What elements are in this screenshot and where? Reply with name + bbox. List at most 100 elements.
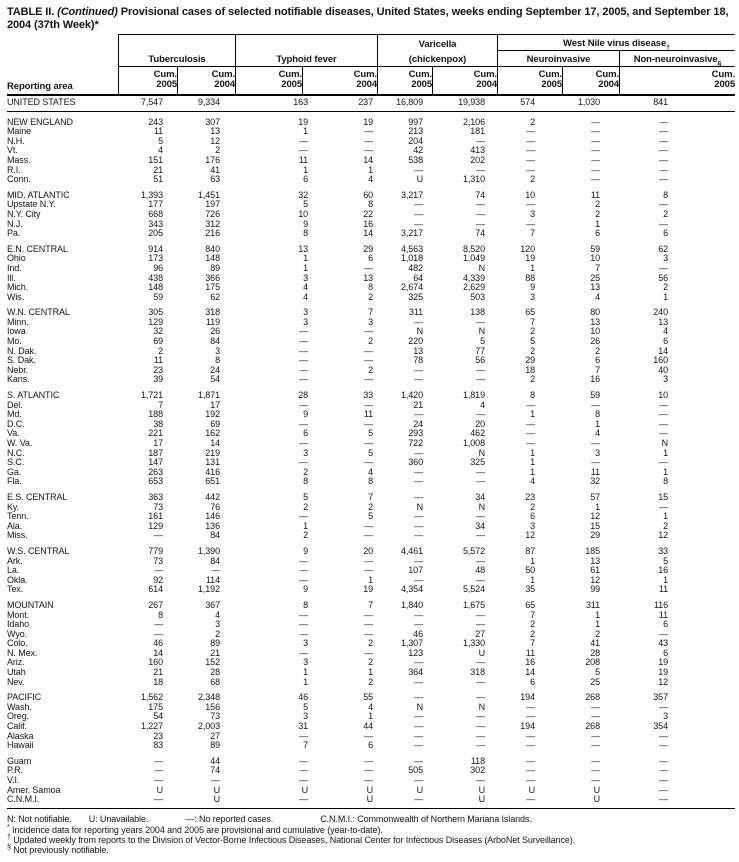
table-row: Maine 11 13 1 — 213 181 — — — xyxy=(7,126,735,137)
value-cell-tb_2004: 21 xyxy=(210,647,220,658)
table-section: UNITED STATES 7,547 9,334 163 237 16,809 19,93… xyxy=(7,97,735,112)
value-cell-wnv_neuro_2005: 7 xyxy=(530,228,535,239)
value-cell-wnv_neuro_2004: — xyxy=(591,755,600,766)
value-cell-typhoid_2004: 8 xyxy=(368,199,373,210)
value-cell-wnv_neuro_2005: 120 xyxy=(520,243,535,254)
value-cell-typhoid_2005: 46 xyxy=(298,692,308,703)
value-cell-tb_2004: U xyxy=(213,784,221,795)
value-cell-tb_2005: 243 xyxy=(148,116,163,127)
value-cell-varicella_2004: 20 xyxy=(475,418,485,429)
table-section: Guam —44— — —118— — — P.R. —74— —505 302— — — V.I. — —… xyxy=(7,755,735,805)
value-cell-typhoid_2004: 19 xyxy=(363,584,373,595)
value-cell-varicella_2005: 2,674 xyxy=(400,282,423,293)
value-cell-wnv_neuro_2005: 4 xyxy=(530,476,535,487)
row-spacer xyxy=(668,477,735,487)
value-cell-varicella_2004: N xyxy=(478,701,486,712)
value-cell-wnv_neuro_2004: 12 xyxy=(590,574,600,585)
value-cell-tb_2005: 653 xyxy=(148,476,163,487)
value-cell-wnv_neuro_2004: 59 xyxy=(590,390,600,401)
value-cell-wnv_neuro_2005: 50 xyxy=(525,565,535,576)
value-cell-typhoid_2005: 1 xyxy=(303,667,308,678)
value-cell-tb_2004: 89 xyxy=(210,740,220,751)
reporting-area-cell: Conn. xyxy=(7,174,31,185)
value-cell-typhoid_2004: — xyxy=(364,457,373,468)
row-spacer xyxy=(668,347,735,357)
value-cell-tb_2005: 129 xyxy=(148,316,163,327)
header-group-varicella-line1: Varicella xyxy=(377,34,497,51)
value-cell-varicella_2005: 293 xyxy=(408,428,423,439)
value-cell-varicella_2005: — xyxy=(414,711,423,722)
row-spacer xyxy=(668,293,735,303)
footnote-marker: * xyxy=(7,823,10,831)
value-cell-wnv_neuro_2004: 59 xyxy=(590,243,600,254)
value-cell-tb_2005: 4 xyxy=(158,145,163,156)
value-cell-varicella_2004: 1,049 xyxy=(462,253,485,264)
value-cell-tb_2005: 161 xyxy=(148,511,163,522)
value-cell-typhoid_2004: 19 xyxy=(363,116,373,127)
value-cell-wnv_neuro_2005: 2 xyxy=(530,619,535,630)
row-spacer xyxy=(668,668,735,678)
value-cell-varicella_2004: 48 xyxy=(475,565,485,576)
header-group-varicella-line2: (chickenpox) xyxy=(377,51,497,67)
value-cell-varicella_2005: — xyxy=(414,491,423,502)
year-label: 2004 xyxy=(214,78,235,90)
reporting-area-cell: Alaska xyxy=(7,730,34,741)
value-cell-varicella_2005: — xyxy=(414,609,423,620)
value-cell-wnv_nonneuro_2005: — xyxy=(659,428,668,439)
row-spacer xyxy=(668,229,735,239)
table-row: Oreg. 54 73 3 1 — — — — 3 xyxy=(7,712,735,722)
reporting-area-cell: N. Mex. xyxy=(7,647,38,658)
value-cell-typhoid_2004: 1 xyxy=(368,574,373,585)
row-spacer xyxy=(668,503,735,513)
row-spacer xyxy=(668,439,735,449)
table-title-continued: (Continued) xyxy=(57,6,118,18)
value-cell-wnv_nonneuro_2005: 1 xyxy=(663,291,668,302)
value-cell-tb_2005: 46 xyxy=(153,638,163,649)
value-cell-wnv_nonneuro_2005: — xyxy=(659,418,668,429)
value-cell-wnv_neuro_2005: 9 xyxy=(530,282,535,293)
value-cell-wnv_nonneuro_2005: 6 xyxy=(663,336,668,347)
value-cell-typhoid_2005: 163 xyxy=(293,97,308,107)
footnote: § Not previously notifiable. xyxy=(7,843,109,855)
value-cell-typhoid_2004: — xyxy=(364,145,373,156)
row-spacer xyxy=(668,210,735,220)
value-cell-varicella_2004: — xyxy=(476,316,485,327)
value-cell-varicella_2005: 364 xyxy=(408,667,423,678)
header-col-wnv-nonneuro-2005: Cum. 2005 xyxy=(619,67,735,94)
value-cell-varicella_2004: 503 xyxy=(470,291,485,302)
value-cell-typhoid_2005: 3 xyxy=(303,272,308,283)
value-cell-wnv_neuro_2004: 25 xyxy=(590,272,600,283)
table-row: Guam — 44 — — — 118 — — — xyxy=(7,755,735,767)
value-cell-wnv_neuro_2005: 3 xyxy=(530,520,535,531)
value-cell-typhoid_2004: 8 xyxy=(368,476,373,487)
value-cell-varicella_2005: — xyxy=(414,218,423,229)
value-cell-typhoid_2005: — xyxy=(299,574,308,585)
value-cell-varicella_2005: 24 xyxy=(413,418,423,429)
value-cell-tb_2005: 8 xyxy=(158,609,163,620)
value-cell-varicella_2005: 325 xyxy=(408,291,423,302)
value-cell-wnv_neuro_2004: 57 xyxy=(590,491,600,502)
cum-label: Cum. xyxy=(711,68,735,80)
value-cell-typhoid_2005: 3 xyxy=(303,307,308,318)
value-cell-varicella_2004: 34 xyxy=(475,491,485,502)
value-cell-wnv_neuro_2005: 11 xyxy=(525,647,535,658)
value-cell-tb_2004: 114 xyxy=(205,574,220,585)
value-cell-typhoid_2004: 4 xyxy=(368,174,373,185)
value-cell-tb_2004: 216 xyxy=(205,228,220,239)
cum-label: Cum. xyxy=(538,68,562,80)
value-cell-typhoid_2005: 2 xyxy=(303,530,308,541)
value-cell-wnv_neuro_2004: 26 xyxy=(590,336,600,347)
value-cell-tb_2005: 438 xyxy=(148,272,163,283)
header-spacer-typhoid xyxy=(235,34,377,51)
value-cell-varicella_2005: — xyxy=(414,364,423,375)
value-cell-tb_2005: 14 xyxy=(153,647,163,658)
row-spacer xyxy=(668,156,735,166)
reporting-area-cell: Iowa xyxy=(7,326,26,337)
value-cell-wnv_nonneuro_2005: — xyxy=(659,399,668,410)
value-cell-typhoid_2004: 1 xyxy=(368,164,373,175)
value-cell-varicella_2004: — xyxy=(476,711,485,722)
value-cell-wnv_nonneuro_2005: 62 xyxy=(658,243,668,254)
reporting-area-cell: Ariz. xyxy=(7,657,25,668)
value-cell-wnv_neuro_2004: — xyxy=(591,775,600,785)
